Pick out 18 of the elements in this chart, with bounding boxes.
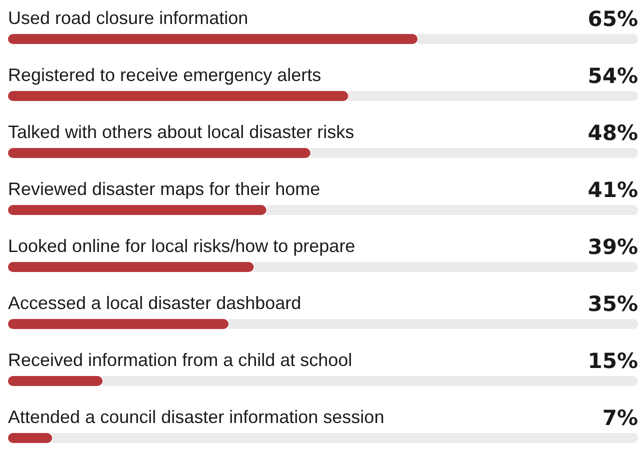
bar	[8, 376, 102, 386]
y-tick-label: Received information from a child at school	[8, 350, 352, 370]
y-tick-label: Accessed a local disaster dashboard	[8, 293, 302, 313]
data-label: 7%	[602, 406, 638, 430]
data-label: 54%	[588, 64, 638, 88]
data-label: 35%	[588, 292, 638, 316]
bar	[8, 433, 52, 443]
data-label: 41%	[588, 178, 638, 202]
y-tick-label: Looked online for local risks/how to prepare	[8, 236, 356, 256]
y-tick-label: Reviewed disaster maps for their home	[8, 179, 320, 199]
y-tick-label: Used road closure information	[8, 8, 248, 28]
data-label: 65%	[588, 7, 638, 31]
y-tick-label: Attended a council disaster information session	[8, 407, 384, 427]
data-label: 48%	[588, 121, 638, 145]
data-label: 15%	[588, 349, 638, 373]
y-tick-label: Talked with others about local disaster risks	[8, 122, 354, 142]
data-label: 39%	[588, 235, 638, 259]
y-tick-label: Registered to receive emergency alerts	[8, 65, 322, 85]
